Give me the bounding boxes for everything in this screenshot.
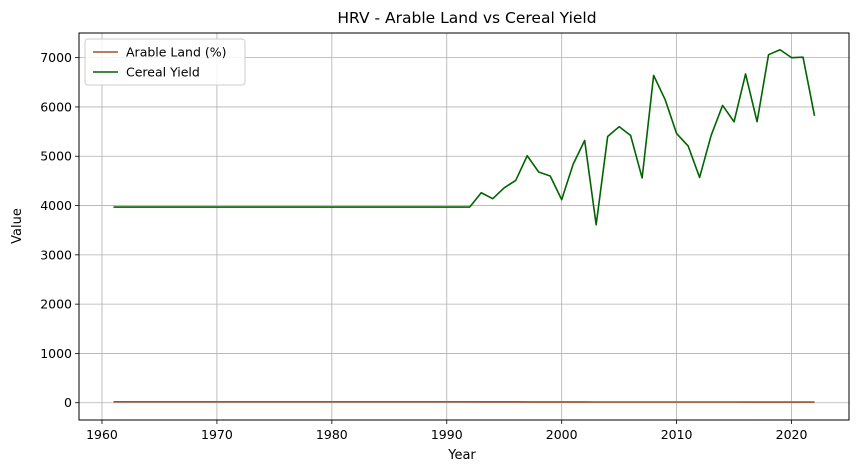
y-tick-label: 0: [64, 395, 72, 410]
x-axis-title: Year: [447, 448, 476, 463]
x-tick-label: 1990: [431, 427, 463, 442]
x-tick-label: 1970: [201, 427, 233, 442]
x-tick-label: 2010: [661, 427, 693, 442]
grid: [79, 33, 849, 420]
x-tick-label: 1960: [86, 427, 118, 442]
x-tick-label: 1980: [316, 427, 348, 442]
legend-label: Arable Land (%): [126, 45, 227, 60]
y-axis-title: Value: [10, 208, 25, 244]
y-tick-label: 2000: [40, 297, 72, 312]
y-tick-label: 6000: [40, 99, 72, 114]
x-tick-label: 2020: [776, 427, 808, 442]
ticks: 1960 1970 1980 1990 2000 2010 2020 0 1000 2000 300…: [40, 50, 807, 442]
series-layer: [113, 48, 816, 403]
series-line-2: [113, 48, 816, 226]
legend: Arable Land (%) Cereal Yield: [84, 38, 246, 86]
plot-frame: [78, 32, 850, 421]
y-tick-label: 1000: [40, 346, 72, 361]
x-tick-label: 2000: [546, 427, 578, 442]
y-tick-label: 3000: [40, 247, 72, 262]
y-tick-label: 7000: [40, 50, 72, 65]
y-tick-label: 5000: [40, 149, 72, 164]
y-tick-label: 4000: [40, 198, 72, 213]
legend-label: Cereal Yield: [126, 65, 200, 80]
chart-title: HRV - Arable Land vs Cereal Yield: [337, 9, 596, 27]
legend-box: [84, 38, 246, 86]
